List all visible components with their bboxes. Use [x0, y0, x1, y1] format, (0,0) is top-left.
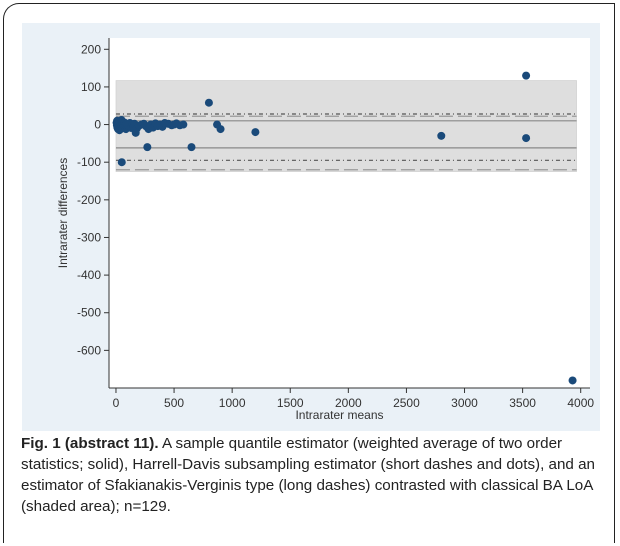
data-point	[251, 128, 260, 137]
data-point	[522, 134, 531, 143]
x-tick-label: 1000	[219, 396, 246, 410]
data-point	[187, 143, 196, 152]
data-point	[568, 376, 577, 385]
y-tick-label: -400	[77, 268, 101, 282]
data-point	[179, 120, 188, 129]
y-tick-label: 100	[81, 80, 101, 94]
loa-shaded-area	[115, 80, 577, 172]
y-tick-label: -600	[77, 343, 101, 357]
x-tick-label: 500	[164, 396, 184, 410]
figure-caption: Fig. 1 (abstract 11). A sample quantile …	[21, 433, 607, 517]
x-tick-label: 2500	[393, 396, 420, 410]
data-point	[216, 125, 225, 134]
y-tick-label: 0	[94, 118, 101, 132]
x-tick-label: 3000	[451, 396, 478, 410]
y-tick-label: -200	[77, 193, 101, 207]
data-point	[522, 71, 531, 80]
x-tick-label: 4000	[567, 396, 594, 410]
y-tick-label: -300	[77, 230, 101, 244]
data-point	[437, 131, 446, 140]
x-tick-label: 3500	[509, 396, 536, 410]
y-tick-label: -100	[77, 155, 101, 169]
x-tick-label: 1500	[277, 396, 304, 410]
data-point	[143, 143, 152, 152]
caption-label: Fig. 1 (abstract 11).	[21, 435, 159, 452]
y-tick-label: 200	[81, 42, 101, 56]
y-tick-label: -500	[77, 306, 101, 320]
data-point	[117, 158, 126, 167]
y-axis-label: Intrarater differences	[56, 158, 70, 269]
caption-text: A sample quantile estimator (weighted av…	[21, 435, 595, 515]
x-axis-label: Intrarater means	[295, 408, 383, 422]
x-tick-label: 2000	[335, 396, 362, 410]
figure-frame	[3, 3, 615, 543]
x-tick-label: 0	[113, 396, 120, 410]
data-point	[204, 98, 213, 107]
